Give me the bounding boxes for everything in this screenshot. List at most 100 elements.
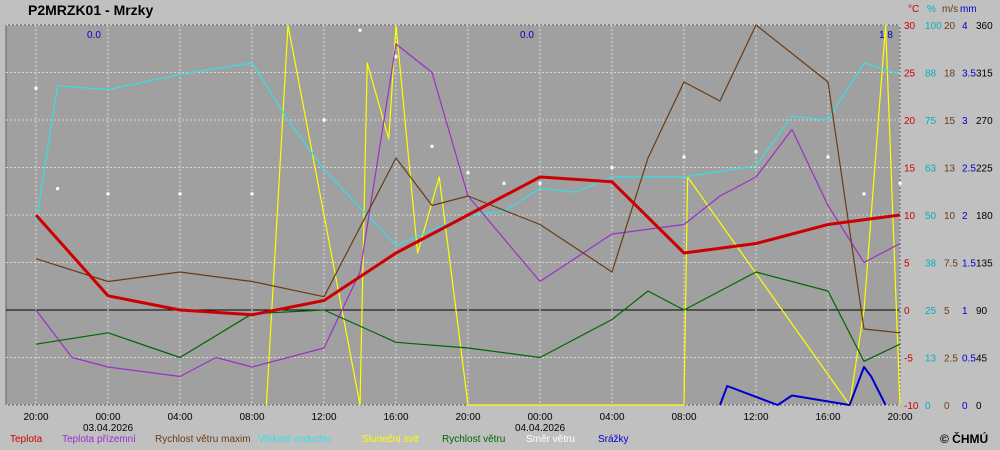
series-line-wind <box>35 271 901 362</box>
y-tick-label-humidity: 75 <box>925 116 937 127</box>
series-line-ground <box>35 43 901 378</box>
precip-sum-label: 0.0 <box>87 30 101 41</box>
y-tick-label-precip: 0 <box>962 401 968 412</box>
unit-humidity: % <box>927 4 936 15</box>
unit-wind: m/s <box>942 4 959 15</box>
y-tick-label-direction: 315 <box>976 69 993 80</box>
series-line-rain <box>719 366 887 406</box>
y-tick-label-wind: 18 <box>944 69 956 80</box>
y-tick-label-temp_c: -5 <box>904 354 913 365</box>
y-tick-label-direction: 180 <box>976 211 993 222</box>
y-tick-label-wind: 7.5 <box>944 259 958 270</box>
y-tick-label-wind: 13 <box>944 164 956 175</box>
x-tick-label: 12:00 <box>311 412 336 423</box>
y-tick-label-humidity: 38 <box>925 259 937 270</box>
point-direction <box>34 86 38 90</box>
y-tick-label-precip: 2.5 <box>962 164 976 175</box>
point-direction <box>466 171 470 175</box>
point-direction <box>250 192 254 196</box>
legend-smer-vetru: Směr větru <box>526 434 575 445</box>
y-tick-label-wind: 15 <box>944 116 956 127</box>
point-direction <box>430 144 434 148</box>
point-direction <box>394 55 398 59</box>
point-direction <box>610 166 614 169</box>
y-tick-label-precip: 4 <box>962 21 968 32</box>
y-tick-label-temp_c: 0 <box>904 306 910 317</box>
y-tick-label-wind: 20 <box>944 21 956 32</box>
x-tick-label: 00:00 <box>527 412 552 423</box>
legend-rychlost-vetru: Rychlost větru <box>442 434 506 445</box>
point-direction <box>898 181 902 185</box>
y-tick-label-precip: 1 <box>962 306 968 317</box>
y-tick-label-precip: 3 <box>962 116 968 127</box>
y-tick-label-temp_c: 15 <box>904 164 916 175</box>
y-tick-label-humidity: 63 <box>925 164 937 175</box>
x-date-label: 04.04.2026 <box>515 423 565 434</box>
y-tick-label-direction: 0 <box>976 401 982 412</box>
y-tick-label-temp_c: 25 <box>904 69 916 80</box>
point-direction <box>682 155 686 159</box>
y-tick-label-temp_c: 30 <box>904 21 916 32</box>
legend-teplota-prizemni: Teplota přízemní <box>62 434 136 445</box>
y-tick-label-humidity: 13 <box>925 354 937 365</box>
y-tick-label-direction: 135 <box>976 259 993 270</box>
point-direction <box>106 192 110 196</box>
y-tick-label-precip: 3.5 <box>962 69 976 80</box>
y-tick-label-humidity: 100 <box>925 21 942 32</box>
y-tick-label-wind: 10 <box>944 211 956 222</box>
series-line-sun <box>265 24 901 406</box>
x-tick-label: 20:00 <box>23 412 48 423</box>
unit-precip: mm <box>960 4 977 15</box>
x-date-label: 03.04.2026 <box>83 423 133 434</box>
point-direction <box>862 192 866 196</box>
unit-temp: °C <box>908 4 920 15</box>
legend-slunecni-svit: Sluneční svit <box>362 434 419 445</box>
y-tick-label-direction: 270 <box>976 116 993 127</box>
x-tick-label: 20:00 <box>455 412 480 423</box>
y-tick-label-direction: 225 <box>976 164 993 175</box>
x-tick-label: 04:00 <box>599 412 624 423</box>
point-direction <box>178 192 182 196</box>
y-tick-label-wind: 5 <box>944 306 950 317</box>
y-tick-label-temp_c: 10 <box>904 211 916 222</box>
precip-sum-label: 0.0 <box>520 30 534 41</box>
series-line-temp <box>34 175 901 317</box>
x-tick-label: 08:00 <box>671 412 696 423</box>
y-tick-label-precip: 0.5 <box>962 354 976 365</box>
series-line-gust <box>35 24 901 334</box>
y-tick-label-temp_c: -10 <box>904 401 919 412</box>
y-tick-label-humidity: 50 <box>925 211 937 222</box>
x-tick-label: 08:00 <box>239 412 264 423</box>
series-line-hum <box>35 62 901 246</box>
y-tick-label-precip: 2 <box>962 211 968 222</box>
copyright-label: © ČHMÚ <box>940 432 989 446</box>
y-tick-label-temp_c: 5 <box>904 259 910 270</box>
legend-teplota: Teplota <box>10 434 43 445</box>
y-tick-label-direction: 45 <box>976 354 988 365</box>
y-tick-label-humidity: 88 <box>925 69 937 80</box>
x-tick-label: 12:00 <box>743 412 768 423</box>
point-direction <box>502 181 506 185</box>
y-tick-label-temp_c: 20 <box>904 116 916 127</box>
legend-rychlost-maxim: Rychlost větru maxim <box>155 434 251 445</box>
y-tick-label-humidity: 25 <box>925 306 937 317</box>
point-direction <box>538 181 542 185</box>
x-tick-label: 04:00 <box>167 412 192 423</box>
plot-area <box>5 24 901 406</box>
legend-vlhkost: Vlhkost vzduchu <box>258 434 331 445</box>
x-tick-label: 16:00 <box>815 412 840 423</box>
chart-title: P2MRZK01 - Mrzky <box>28 2 154 18</box>
point-direction <box>322 118 326 122</box>
y-tick-label-direction: 360 <box>976 21 993 32</box>
point-direction <box>754 150 758 154</box>
point-direction <box>358 28 362 32</box>
y-tick-label-wind: 0 <box>944 401 950 412</box>
x-tick-label: 00:00 <box>95 412 120 423</box>
x-tick-label: 16:00 <box>383 412 408 423</box>
legend-srazky: Srážky <box>598 434 629 445</box>
y-tick-label-precip: 1.5 <box>962 259 976 270</box>
point-direction <box>56 187 60 191</box>
y-tick-label-direction: 90 <box>976 306 988 317</box>
y-tick-label-wind: 2.5 <box>944 354 958 365</box>
